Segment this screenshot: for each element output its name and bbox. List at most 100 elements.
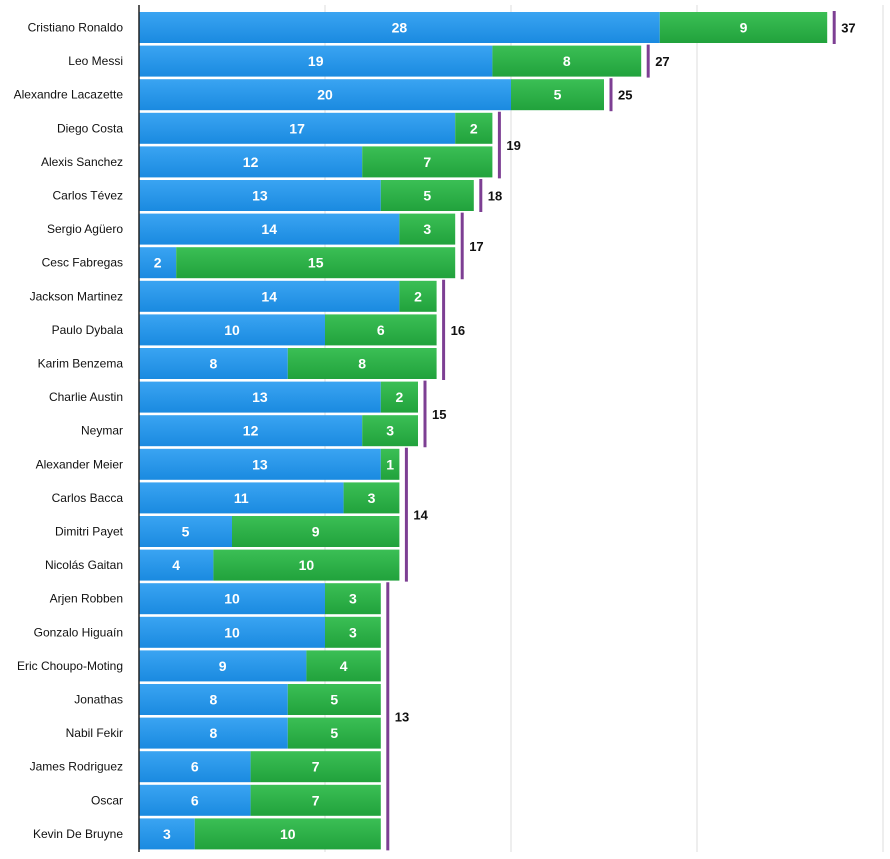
category-label: Jonathas [74, 693, 123, 707]
bar-assists [455, 112, 493, 144]
category-label: Eric Choupo-Moting [17, 659, 123, 673]
bar-goals-label: 10 [224, 322, 240, 338]
bar-assists [306, 650, 381, 682]
total-label: 25 [618, 88, 632, 103]
bar-assists-label: 5 [554, 87, 562, 103]
bar-assists-label: 3 [386, 423, 394, 439]
category-label: Diego Costa [57, 121, 123, 135]
bar-assists [511, 79, 604, 111]
total-label: 27 [655, 54, 669, 69]
category-label: Jackson Martinez [30, 289, 123, 303]
bar-assists-label: 4 [340, 658, 348, 674]
bar-goals-label: 4 [172, 557, 180, 573]
bar-goals [139, 784, 251, 816]
bar-goals [139, 247, 177, 279]
bar-goals [139, 448, 381, 480]
bar-assists [362, 146, 493, 178]
bar-goals [139, 180, 381, 211]
bar-goals-label: 10 [224, 591, 240, 607]
category-label: Dimitri Payet [55, 525, 124, 539]
bar-assists [380, 381, 418, 413]
bar-goals-label: 8 [210, 692, 218, 708]
bar-goals [139, 583, 325, 615]
category-label: Alexander Meier [36, 457, 123, 471]
bar-goals-label: 14 [261, 221, 277, 237]
bar-goals-label: 9 [219, 658, 227, 674]
bar-assists [492, 45, 642, 77]
bar-assists [380, 448, 400, 480]
category-label: Nicolás Gaitan [45, 558, 123, 572]
bar-assists-label: 5 [423, 188, 431, 204]
bar-assists-label: 5 [330, 725, 338, 741]
total-label: 19 [506, 138, 520, 153]
bar-assists [287, 348, 437, 379]
total-label: 15 [432, 407, 446, 422]
bar-assists-label: 8 [563, 53, 571, 69]
category-label: Alexis Sanchez [41, 155, 123, 169]
category-label: Kevin De Bruyne [33, 827, 123, 841]
bar-goals-label: 13 [252, 456, 268, 472]
bar-goals [139, 348, 288, 379]
bar-goals [139, 45, 493, 77]
bar-goals-label: 17 [289, 120, 305, 136]
bar-assists-label: 3 [349, 624, 357, 640]
bar-goals [139, 12, 660, 43]
bar-assists-label: 8 [358, 356, 366, 372]
bar-assists [325, 314, 437, 346]
bar-goals [139, 79, 511, 111]
bar-goals [139, 650, 307, 682]
bar-assists [343, 482, 400, 514]
bar-assists-label: 3 [368, 490, 376, 506]
bar-assists [176, 247, 456, 279]
bar-assists [250, 751, 381, 783]
bar-assists [362, 415, 418, 447]
bar-goals-label: 5 [182, 524, 190, 540]
bar-assists-label: 7 [312, 792, 320, 808]
bar-goals [139, 280, 400, 312]
category-label: Sergio Agüero [47, 222, 123, 236]
category-label: Neymar [81, 424, 123, 438]
category-label: Cesc Fabregas [42, 256, 123, 270]
bar-goals [139, 482, 344, 514]
bar-goals-label: 10 [224, 624, 240, 640]
bar-assists-label: 7 [423, 154, 431, 170]
bar-goals [139, 751, 251, 783]
bar-assists [287, 717, 381, 749]
bar-assists-label: 1 [386, 456, 394, 472]
bar-goals-label: 8 [210, 725, 218, 741]
category-label: Arjen Robben [50, 592, 123, 606]
bar-goals-label: 6 [191, 759, 199, 775]
bar-assists [659, 12, 828, 43]
bar-goals-label: 12 [243, 154, 259, 170]
bar-assists-label: 15 [308, 255, 324, 271]
bar-goals [139, 213, 400, 245]
bar-assists [250, 784, 381, 816]
bar-assists-label: 2 [470, 120, 478, 136]
bar-assists-label: 9 [740, 20, 748, 36]
category-label: James Rodriguez [30, 760, 123, 774]
bar-assists [232, 516, 400, 547]
bar-goals [139, 112, 456, 144]
bar-goals-label: 2 [154, 255, 162, 271]
bar-assists [213, 549, 400, 581]
bar-goals [139, 684, 288, 715]
category-label: Karim Benzema [38, 357, 124, 371]
bar-assists-label: 10 [280, 826, 296, 842]
bar-goals-label: 12 [243, 423, 259, 439]
category-label: Charlie Austin [49, 390, 123, 404]
bar-goals [139, 549, 214, 581]
total-label: 13 [395, 709, 409, 724]
bar-goals [139, 146, 363, 178]
bar-assists [287, 684, 381, 715]
category-labels: Cristiano Ronaldo Leo Messi Alexandre Laca… [14, 21, 124, 841]
category-label: Cristiano Ronaldo [28, 21, 124, 35]
bar-assists [325, 616, 381, 648]
bar-goals [139, 314, 325, 346]
bar-goals-label: 3 [163, 826, 171, 842]
bar-assists-label: 3 [349, 591, 357, 607]
total-label: 16 [451, 323, 465, 338]
bar-assists [380, 180, 474, 211]
bar-goals-label: 11 [234, 490, 249, 506]
total-label: 37 [841, 21, 855, 36]
